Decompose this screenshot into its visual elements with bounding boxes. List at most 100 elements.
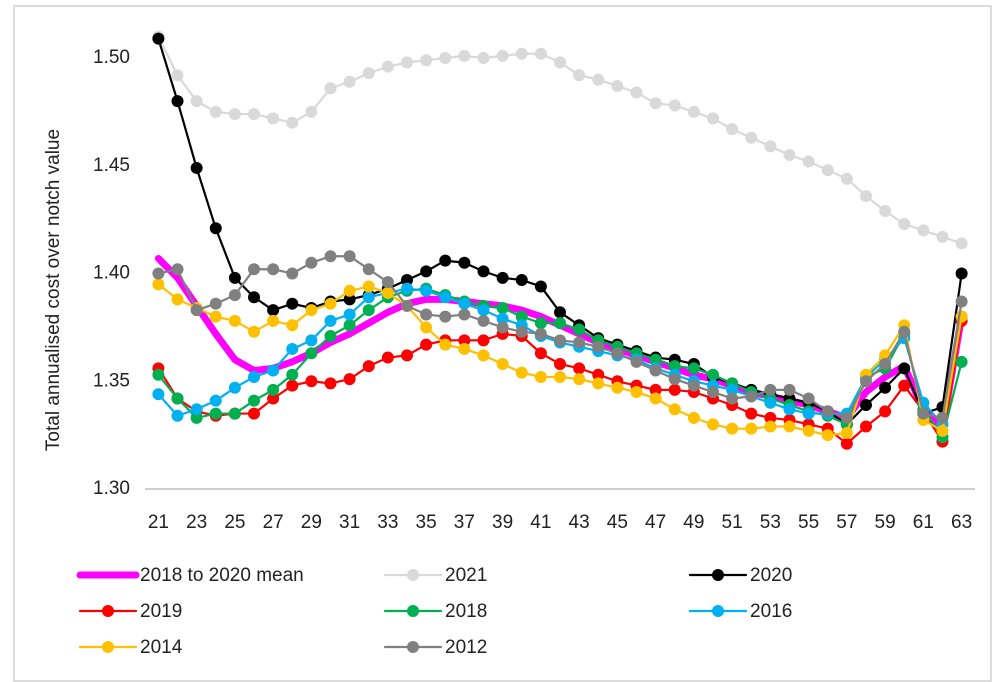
data-point [879, 205, 892, 218]
data-point [267, 392, 280, 405]
data-point [592, 377, 605, 390]
data-point [420, 321, 433, 334]
data-point [496, 302, 509, 314]
data-point [458, 334, 471, 347]
data-point [420, 284, 433, 297]
legend-label: 2018 to 2020 mean [140, 565, 304, 586]
data-point [764, 411, 777, 424]
data-point [515, 325, 528, 338]
data-point [190, 95, 203, 108]
x-tick-label: 29 [301, 512, 322, 533]
data-point [343, 293, 356, 306]
data-point [152, 267, 165, 280]
data-point [898, 325, 911, 338]
data-point [706, 368, 719, 381]
data-point [477, 265, 490, 278]
data-point [573, 69, 586, 82]
data-point [439, 310, 452, 323]
legend-marker [407, 641, 419, 653]
data-point [840, 437, 853, 450]
data-point [592, 368, 605, 381]
data-point [649, 392, 662, 405]
data-point [171, 293, 184, 306]
x-tick-label: 39 [492, 512, 513, 533]
data-point [401, 349, 414, 362]
data-point [821, 405, 834, 418]
data-point [668, 99, 681, 112]
data-point [554, 317, 566, 330]
data-point [496, 49, 509, 62]
data-point [859, 189, 872, 202]
data-point [228, 407, 241, 420]
data-point [420, 308, 433, 321]
legend-marker [407, 605, 419, 617]
data-point [611, 80, 624, 93]
data-point [611, 381, 624, 394]
data-point [305, 105, 318, 118]
data-point [286, 368, 299, 381]
data-point [171, 392, 184, 405]
data-point [534, 317, 547, 330]
data-point [764, 420, 777, 433]
data-point [401, 282, 414, 295]
data-point [439, 291, 452, 304]
data-point [745, 422, 758, 435]
data-point [515, 273, 528, 286]
data-point [286, 297, 299, 310]
data-point [343, 250, 356, 263]
data-point [936, 424, 949, 437]
data-point [898, 217, 911, 230]
data-point [305, 334, 318, 347]
data-point [343, 319, 356, 332]
data-point [668, 373, 681, 386]
data-point [209, 297, 222, 310]
data-point [248, 370, 261, 383]
data-point [649, 353, 662, 366]
legend-label: 2014 [140, 637, 183, 658]
data-point [821, 164, 834, 177]
data-point [706, 418, 719, 431]
data-point [630, 386, 643, 399]
data-point [573, 323, 586, 336]
legend-label: 2021 [445, 565, 487, 586]
data-point [286, 342, 299, 355]
data-point [324, 82, 337, 95]
data-point [362, 67, 375, 80]
data-point [458, 297, 471, 310]
data-point [534, 370, 547, 383]
data-point [228, 108, 241, 121]
y-tick-label: 1.30 [93, 478, 130, 499]
data-point [152, 278, 165, 291]
data-point [879, 405, 892, 418]
data-point [840, 411, 853, 424]
data-point [248, 108, 261, 121]
data-point [611, 347, 624, 360]
data-point [726, 123, 739, 136]
x-tick-label: 23 [186, 512, 207, 533]
data-point [401, 299, 414, 312]
data-point [668, 403, 681, 416]
data-point [859, 398, 872, 411]
data-point [286, 379, 299, 392]
data-point [190, 304, 203, 317]
data-point [515, 47, 528, 60]
data-point [343, 284, 356, 297]
data-point [477, 349, 490, 362]
data-point [592, 340, 605, 353]
data-point [248, 291, 261, 304]
data-point [381, 286, 394, 299]
data-point [267, 383, 280, 396]
data-point [267, 263, 280, 276]
x-tick-label: 27 [263, 512, 284, 533]
data-point [171, 69, 184, 82]
data-point [554, 306, 566, 319]
data-point [362, 291, 375, 304]
x-tick-label: 53 [760, 512, 781, 533]
data-point [726, 422, 739, 435]
data-point [630, 86, 643, 99]
x-tick-label: 35 [416, 512, 437, 533]
data-point [955, 355, 968, 368]
data-point [343, 308, 356, 321]
data-point [802, 155, 815, 168]
x-tick-label: 57 [836, 512, 857, 533]
